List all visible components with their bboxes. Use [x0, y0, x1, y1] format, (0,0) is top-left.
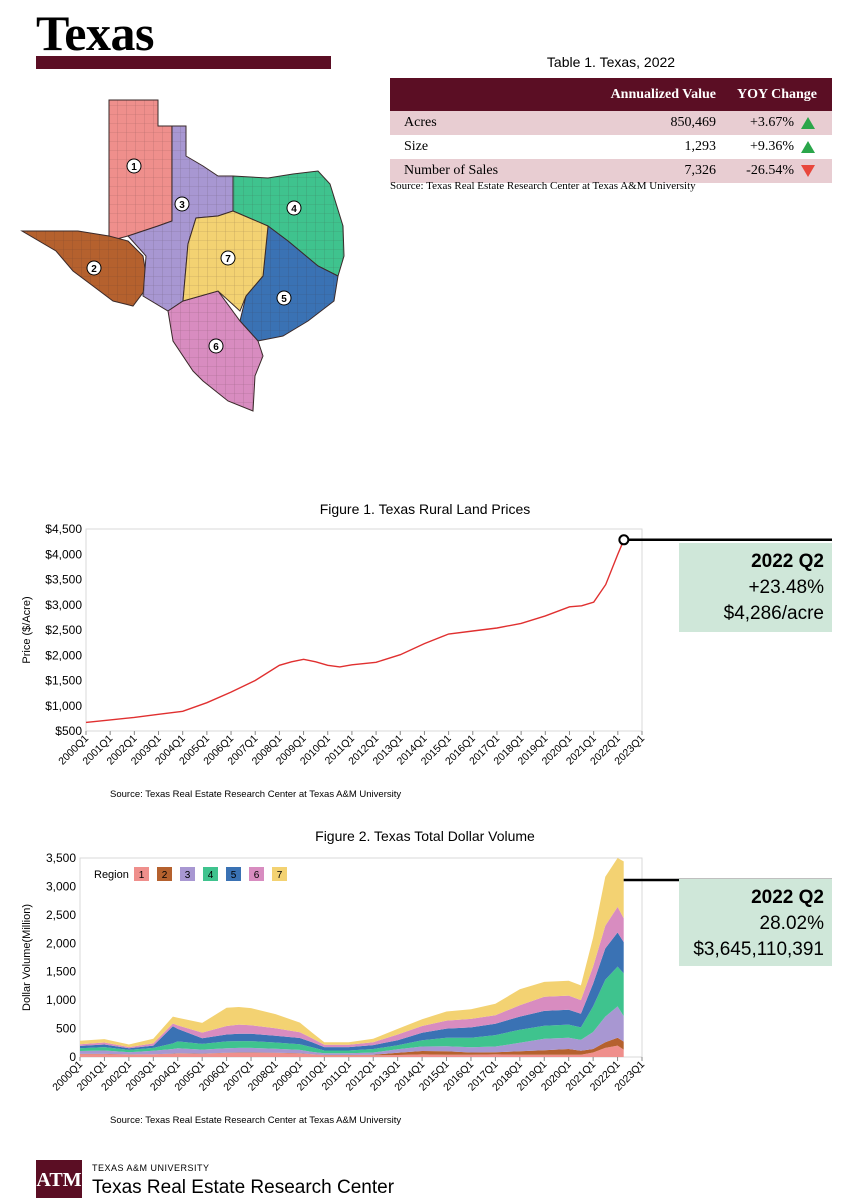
legend-label: 6: [254, 870, 260, 881]
map-label-7: 7: [220, 250, 236, 266]
svg-text:4: 4: [291, 204, 297, 215]
row-label: Acres: [390, 111, 575, 135]
y-tick-label: $500: [55, 724, 82, 738]
texas-stats-table: Annualized Value YOY Change Acres 850,46…: [390, 78, 832, 183]
callout-change: +23.48%: [748, 577, 824, 598]
area-series-region-2: [80, 1037, 624, 1056]
legend-label: 5: [231, 870, 237, 881]
map-label-2: 2: [86, 260, 102, 276]
map-label-6: 6: [208, 338, 224, 354]
tamu-logo: ATM: [36, 1160, 82, 1198]
y-tick-label: $3,500: [45, 573, 82, 587]
map-region-labels: 1 2 3 4 5 6 7: [86, 158, 302, 354]
y-tick-label: $4,000: [45, 547, 82, 561]
legend-swatch: [157, 867, 172, 881]
row-yoy: +3.67%: [722, 111, 800, 135]
y-tick-label: 2,500: [46, 908, 76, 922]
y-tick-label: $4,500: [45, 522, 82, 536]
svg-text:3: 3: [179, 200, 185, 211]
row-value: 1,293: [575, 135, 722, 159]
legend-swatch: [226, 867, 241, 881]
y-tick-label: 2,000: [46, 936, 76, 950]
y-tick-label: $1,000: [45, 699, 82, 713]
footer-center-name: Texas Real Estate Research Center: [92, 1177, 395, 1198]
table-row: Acres 850,469 +3.67%: [390, 111, 832, 135]
table-row: Number of Sales 7,326 -26.54%: [390, 159, 832, 183]
svg-text:5: 5: [281, 294, 287, 305]
figure1-line-chart: $500 $1,000 $1,500 $2,000 $2,500 $3,000 $3,500…: [21, 522, 832, 768]
table-header-annualized-value: Annualized Value: [575, 78, 722, 111]
legend-label: 1: [139, 870, 145, 881]
latest-point-marker: [618, 534, 630, 546]
legend-label: 7: [277, 870, 283, 881]
y-tick-label: 0: [69, 1050, 76, 1064]
increase-arrow-icon: [801, 116, 815, 129]
area-series-region-1: [80, 1045, 624, 1057]
increase-arrow-icon: [801, 140, 815, 153]
legend-swatch: [249, 867, 264, 881]
map-county-grid: [22, 100, 344, 411]
legend-swatch: [272, 867, 287, 881]
y-tick-label: 1,000: [46, 993, 76, 1007]
legend-title: Region: [94, 869, 129, 881]
figure2-area-chart: 05001,0001,5002,0002,5003,0003,5002000Q1…: [21, 851, 832, 1094]
svg-text:1: 1: [131, 162, 137, 173]
legend-swatch: [180, 867, 195, 881]
legend-label: 4: [208, 870, 214, 881]
title-underline-bar: [36, 56, 331, 69]
y-tick-label: $3,000: [45, 598, 82, 612]
legend-swatch: [134, 867, 149, 881]
legend-label: 3: [185, 870, 191, 881]
row-label: Number of Sales: [390, 159, 575, 183]
figure2-callout: 2022 Q2 28.02% $3,645,110,391: [679, 879, 832, 966]
y-tick-label: 500: [56, 1022, 76, 1036]
y-tick-label: $2,000: [45, 648, 82, 662]
figure1-callout: 2022 Q2 +23.48% $4,286/acre: [679, 543, 832, 632]
callout-change: 28.02%: [759, 913, 824, 934]
y-tick-label: $2,500: [45, 623, 82, 637]
row-value: 850,469: [575, 111, 722, 135]
svg-text:7: 7: [225, 254, 231, 265]
legend-swatch: [203, 867, 218, 881]
row-value: 7,326: [575, 159, 722, 183]
row-yoy: +9.36%: [722, 135, 800, 159]
callout-period: 2022 Q2: [751, 887, 824, 908]
table-source-note: Source: Texas Real Estate Research Cente…: [390, 180, 696, 192]
decrease-arrow-icon: [801, 164, 815, 177]
legend-label: 2: [162, 870, 168, 881]
table-row: Size 1,293 +9.36%: [390, 135, 832, 159]
table-header-row: Annualized Value YOY Change: [390, 78, 832, 111]
y-tick-label: 1,500: [46, 965, 76, 979]
figure1-source-note: Source: Texas Real Estate Research Cente…: [110, 789, 402, 800]
table-header-yoy-change: YOY Change: [722, 78, 832, 111]
svg-text:2: 2: [91, 264, 97, 275]
figure1-title: Figure 1. Texas Rural Land Prices: [319, 501, 531, 517]
svg-text:6: 6: [213, 342, 219, 353]
callout-period: 2022 Q2: [751, 551, 824, 572]
page-title: Texas: [36, 5, 154, 61]
map-label-1: 1: [126, 158, 142, 174]
map-label-3: 3: [174, 196, 190, 212]
texas-region-map: 1 2 3 4 5 6 7: [20, 99, 345, 412]
figure2-source-note: Source: Texas Real Estate Research Cente…: [110, 1115, 402, 1126]
callout-value: $3,645,110,391: [693, 939, 824, 960]
row-yoy: -26.54%: [722, 159, 800, 183]
table-header-blank: [390, 78, 575, 111]
map-label-5: 5: [276, 290, 292, 306]
y-axis-label: Dollar Volume(Million): [21, 904, 33, 1011]
footer-university: TEXAS A&M UNIVERSITY: [92, 1163, 210, 1173]
row-label: Size: [390, 135, 575, 159]
figure2-title: Figure 2. Texas Total Dollar Volume: [315, 828, 535, 844]
price-line-series: [85, 539, 625, 724]
plot-area: [85, 528, 643, 732]
y-axis-label: Price ($/Acre): [21, 596, 33, 663]
callout-value: $4,286/acre: [723, 603, 824, 624]
map-label-4: 4: [286, 200, 302, 216]
y-tick-label: 3,000: [46, 879, 76, 893]
y-tick-label: $1,500: [45, 674, 82, 688]
table-caption: Table 1. Texas, 2022: [546, 54, 676, 70]
y-tick-label: 3,500: [46, 851, 76, 865]
